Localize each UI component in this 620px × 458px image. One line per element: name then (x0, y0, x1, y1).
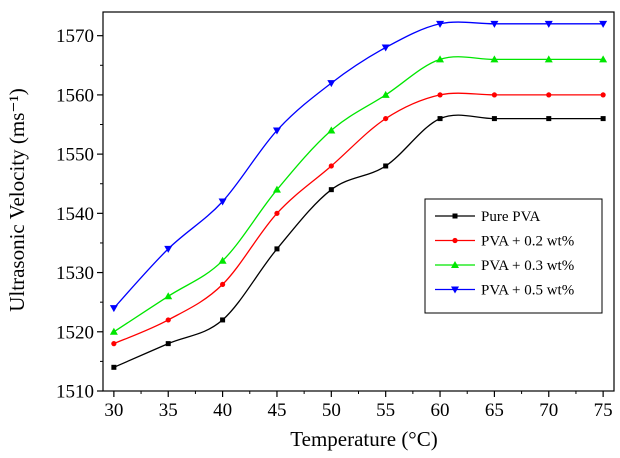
data-point (599, 20, 608, 28)
y-tick-label: 1510 (56, 382, 94, 403)
legend-item: PVA + 0.3 wt% (435, 258, 574, 274)
data-point (491, 116, 497, 122)
data-point (164, 245, 173, 253)
y-tick-label: 1540 (56, 204, 94, 225)
data-point (165, 341, 171, 347)
x-tick-label: 60 (431, 400, 450, 421)
x-axis-title: Temperature (°C) (290, 427, 437, 451)
data-point (546, 116, 552, 122)
legend-item: PVA + 0.5 wt% (435, 283, 574, 299)
data-point (274, 210, 280, 216)
data-point (327, 126, 336, 134)
legend-marker (451, 286, 459, 294)
y-tick-label: 1530 (56, 263, 94, 284)
series-line (113, 56, 604, 333)
data-point (544, 55, 553, 63)
x-tick-label: 65 (485, 400, 504, 421)
series-3 (109, 55, 608, 335)
data-point (600, 116, 606, 122)
data-point (274, 246, 280, 252)
legend-label: PVA + 0.2 wt% (481, 234, 574, 250)
data-point (165, 317, 171, 323)
y-tick-label: 1560 (56, 85, 94, 106)
data-point (327, 80, 336, 88)
data-point (600, 92, 606, 98)
data-point (436, 55, 445, 63)
data-point (111, 364, 117, 370)
y-tick-label: 1570 (56, 26, 94, 47)
legend-item: Pure PVA (435, 209, 540, 225)
data-point (381, 90, 390, 98)
data-point (383, 115, 389, 122)
series-layer (109, 20, 608, 370)
x-tick-label: 35 (159, 400, 178, 421)
data-point (218, 198, 227, 206)
legend: Pure PVA PVA + 0.2 wt% PVA + 0.3 wt% PVA + … (424, 198, 603, 314)
data-point (109, 327, 118, 335)
y-tick-label: 1550 (56, 145, 94, 166)
x-tick-label: 55 (376, 400, 395, 421)
series-line (113, 114, 604, 368)
series-line (113, 92, 604, 345)
series-1 (111, 114, 606, 370)
y-axis-title: Ultrasonic Velocity (ms⁻¹) (5, 88, 29, 311)
x-tick-label: 50 (322, 400, 341, 421)
legend-item: PVA + 0.2 wt% (435, 234, 574, 250)
legend-marker (452, 237, 458, 244)
data-point (437, 116, 443, 122)
data-point (381, 44, 390, 52)
x-tick-label: 45 (267, 400, 286, 421)
data-point (490, 55, 499, 63)
data-point (272, 185, 281, 193)
series-line (113, 21, 604, 309)
y-axis: 1510 1520 1530 1540 1550 1560 1570 (56, 26, 103, 403)
data-point (218, 256, 227, 264)
data-point (220, 317, 226, 323)
data-point (328, 163, 334, 169)
data-point (328, 187, 334, 193)
y-tick-label: 1520 (56, 322, 94, 343)
data-point (383, 163, 389, 169)
x-tick-label: 40 (213, 400, 232, 421)
data-point (164, 292, 173, 300)
data-point (437, 92, 443, 98)
data-point (272, 127, 281, 135)
legend-label: PVA + 0.3 wt% (481, 258, 574, 274)
legend-label: PVA + 0.5 wt% (481, 283, 574, 299)
data-point (546, 92, 552, 98)
series-4 (109, 20, 608, 313)
x-axis: 30 35 40 45 50 55 60 65 70 75 (104, 391, 613, 421)
data-point (219, 281, 226, 288)
data-point (109, 305, 118, 313)
legend-marker (452, 213, 458, 219)
data-point (490, 20, 499, 28)
data-point (436, 20, 445, 28)
x-tick-label: 75 (594, 400, 613, 421)
data-point (491, 92, 498, 98)
x-tick-label: 30 (104, 400, 123, 421)
x-tick-label: 70 (539, 400, 558, 421)
data-point (599, 55, 608, 63)
data-point (111, 341, 117, 347)
legend-label: Pure PVA (481, 209, 540, 225)
legend-marker (451, 261, 459, 268)
data-point (544, 20, 553, 28)
series-2 (111, 92, 606, 347)
